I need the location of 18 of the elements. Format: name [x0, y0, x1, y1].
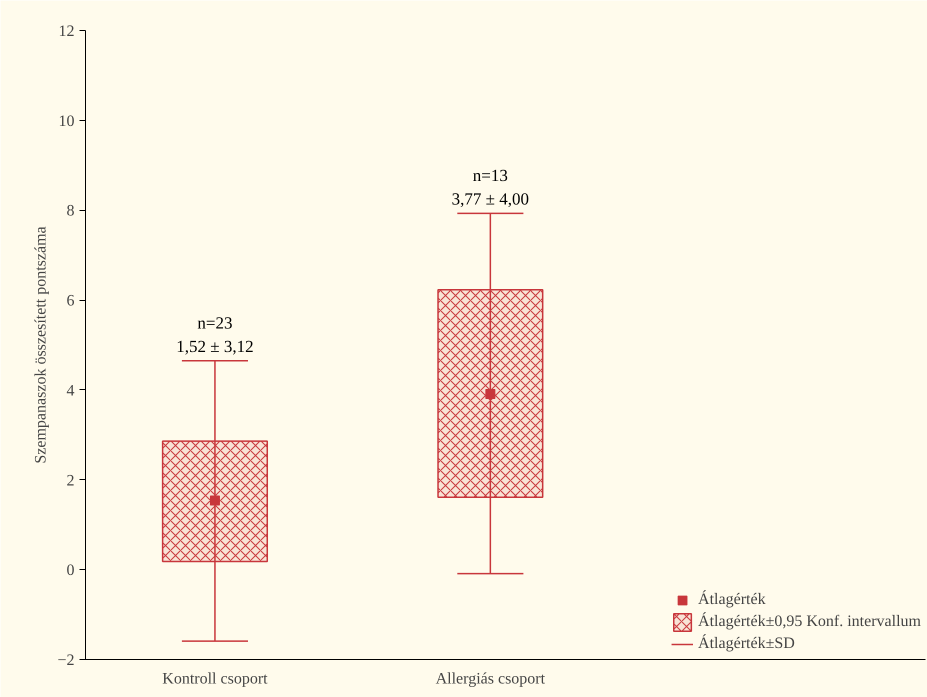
y-tick-label: −2: [57, 652, 75, 669]
annotation: 1,52 ± 3,12: [176, 336, 254, 356]
y-tick-label: 0: [66, 562, 74, 580]
annotation: n=23: [197, 313, 232, 332]
y-axis-title: Szempanaszok összesített pontszáma: [32, 226, 50, 464]
y-tick-label: 10: [58, 112, 74, 130]
legend-label: Átlagérték±SD: [698, 635, 795, 653]
y-tick-label: 4: [66, 382, 74, 400]
y-tick-label: 6: [66, 292, 74, 310]
annotation: n=13: [472, 166, 508, 186]
legend-label: Átlagérték±0,95 Konf. intervallum: [698, 613, 921, 631]
x-tick-label: Kontroll csoport: [162, 670, 268, 688]
y-tick-label: 2: [66, 472, 74, 490]
legend-label: Átlagérték: [698, 591, 766, 609]
y-tick-label: 8: [66, 202, 74, 220]
x-tick-label: Allergiás csoport: [436, 670, 546, 688]
y-tick-label: 12: [58, 23, 74, 40]
annotation: 3,77 ± 4,00: [452, 189, 530, 208]
